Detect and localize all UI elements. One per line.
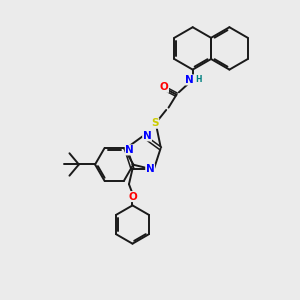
- Text: S: S: [151, 118, 159, 128]
- Text: N: N: [143, 131, 152, 141]
- Text: O: O: [160, 82, 169, 92]
- Text: O: O: [128, 192, 137, 202]
- Text: N: N: [125, 145, 134, 155]
- Text: N: N: [146, 164, 154, 174]
- Text: N: N: [185, 75, 194, 85]
- Text: H: H: [195, 75, 202, 84]
